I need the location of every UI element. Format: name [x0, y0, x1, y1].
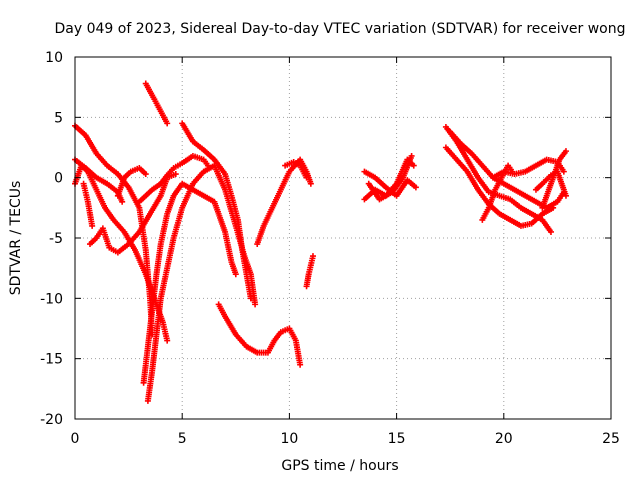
series-track-20	[442, 144, 557, 229]
data-point	[408, 152, 415, 159]
grid	[75, 57, 611, 419]
series-track-18	[361, 168, 419, 199]
data-point	[560, 168, 567, 175]
chart-title: Day 049 of 2023, Sidereal Day-to-day VTE…	[55, 21, 626, 37]
x-axis-label: GPS time / hours	[281, 458, 398, 474]
x-tick-label: 25	[602, 431, 620, 447]
series-track-10	[136, 152, 211, 205]
y-tick-label: -20	[40, 412, 63, 428]
data-point	[547, 228, 554, 235]
series-track-21	[447, 128, 567, 211]
series-track-5	[87, 171, 179, 256]
series-track-6	[140, 180, 239, 386]
series-track-22	[479, 162, 516, 223]
y-tick-label: -15	[40, 352, 63, 368]
data-point	[232, 271, 239, 278]
x-tick-label: 15	[388, 431, 406, 447]
series-track-15	[303, 253, 316, 290]
data-point	[172, 171, 179, 178]
y-tick-label: -10	[40, 291, 63, 307]
x-tick-label: 10	[280, 431, 298, 447]
series-track-11	[114, 165, 149, 199]
series-track-25	[532, 168, 569, 199]
data-point	[562, 148, 569, 155]
series-track-7	[144, 162, 259, 404]
y-tick-label: 5	[54, 110, 63, 126]
data-point	[89, 222, 96, 229]
data-point	[119, 198, 126, 205]
series-track-12	[215, 301, 304, 368]
series-track-13	[254, 156, 314, 248]
series-track-9	[179, 120, 254, 302]
data-point	[164, 337, 171, 344]
data-point	[252, 301, 259, 308]
x-tick-label: 5	[178, 431, 187, 447]
x-tick-label: 20	[495, 431, 513, 447]
y-axis-label: SDTVAR / TECUs	[8, 181, 24, 296]
data-point	[247, 295, 254, 302]
data-point	[410, 162, 417, 169]
data-point	[204, 162, 211, 169]
series-track-17	[365, 152, 415, 203]
x-tick-label: 0	[71, 431, 80, 447]
data-point	[164, 120, 171, 127]
y-tick-label: 0	[54, 171, 63, 187]
data-point	[412, 184, 419, 191]
series-track-14	[282, 158, 310, 181]
y-tick-label: 10	[45, 50, 63, 66]
data-point	[303, 174, 310, 181]
axis-ticks: 0 5 10 15 20 25 -20 -15 -10 -5 0 5 10	[40, 50, 620, 447]
y-tick-label: -5	[49, 231, 63, 247]
series-track-4	[80, 180, 96, 229]
data-points	[72, 80, 569, 404]
series-track-8	[142, 80, 171, 127]
data-point	[142, 171, 149, 178]
data-point	[297, 361, 304, 368]
data-point	[309, 253, 316, 260]
data-point	[562, 192, 569, 199]
data-point	[307, 180, 314, 187]
